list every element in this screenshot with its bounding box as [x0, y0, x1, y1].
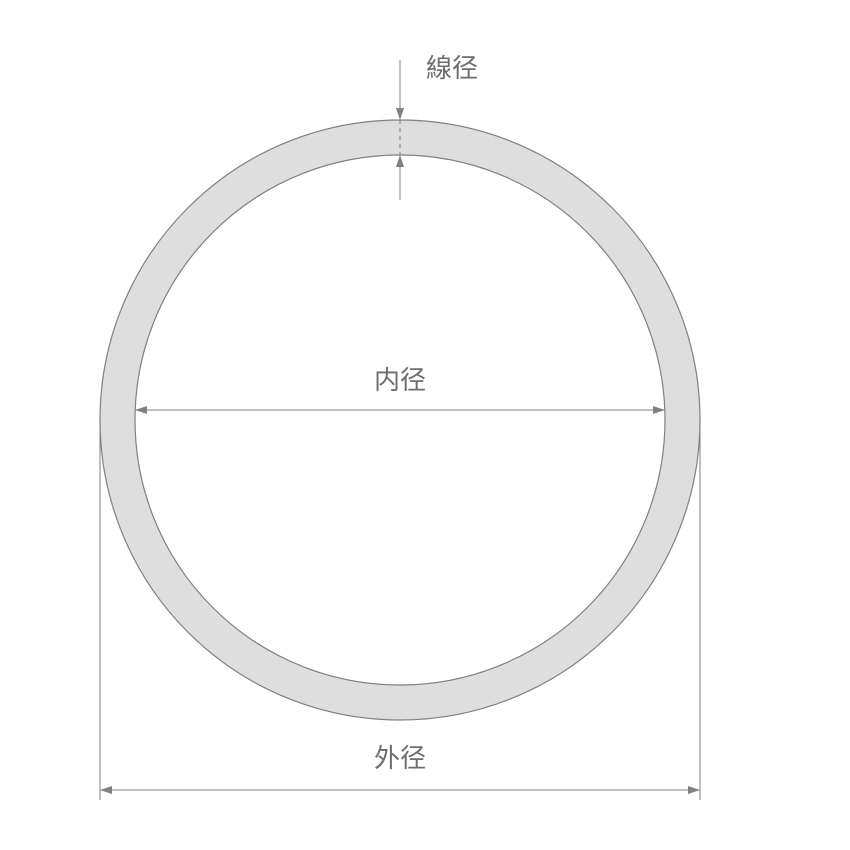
ring-dimension-diagram: 内径外径 線径: [0, 0, 850, 850]
wire-diameter-label: 線径: [426, 53, 478, 83]
inner-diameter-label: 内径: [374, 365, 426, 395]
outer-diameter-label: 外径: [374, 743, 426, 773]
